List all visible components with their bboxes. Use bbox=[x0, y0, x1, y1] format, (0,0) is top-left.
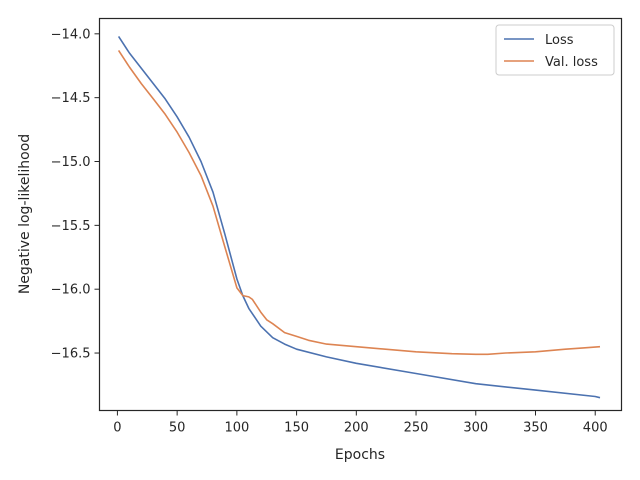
y-tick-label: −16.0 bbox=[51, 283, 91, 298]
x-tick-label: 100 bbox=[224, 421, 249, 436]
series-line-val-loss bbox=[117, 49, 601, 356]
x-axis-label: Epochs bbox=[335, 447, 385, 463]
y-axis-label: Negative log-likelihood bbox=[17, 134, 33, 294]
x-tick-label: 300 bbox=[463, 421, 488, 436]
series-lines bbox=[117, 35, 601, 399]
x-axis-ticks: 0 50 100 150 200 250 300 350 400 bbox=[113, 410, 608, 436]
y-tick-label: −15.5 bbox=[51, 219, 91, 234]
legend-label-loss: Loss bbox=[545, 33, 574, 48]
y-tick-label: −14.5 bbox=[51, 91, 91, 106]
x-tick-label: 350 bbox=[523, 421, 548, 436]
x-tick-label: 200 bbox=[344, 421, 369, 436]
legend: Loss Val. loss bbox=[495, 24, 615, 76]
plot-area bbox=[98, 17, 623, 412]
y-axis-ticks: −14.0 −14.5 −15.0 −15.5 −16.0 −16.5 bbox=[51, 27, 100, 362]
x-tick-label: 150 bbox=[284, 421, 309, 436]
x-tick-label: 250 bbox=[404, 421, 429, 436]
series-line-loss bbox=[117, 35, 601, 399]
x-tick-label: 0 bbox=[113, 421, 121, 436]
y-tick-label: −16.5 bbox=[51, 347, 91, 362]
y-tick-label: −15.0 bbox=[51, 155, 91, 170]
legend-box bbox=[495, 24, 615, 76]
x-tick-label: 400 bbox=[583, 421, 608, 436]
legend-label-val-loss: Val. loss bbox=[545, 55, 598, 70]
y-tick-label: −14.0 bbox=[51, 27, 91, 42]
x-tick-label: 50 bbox=[169, 421, 186, 436]
